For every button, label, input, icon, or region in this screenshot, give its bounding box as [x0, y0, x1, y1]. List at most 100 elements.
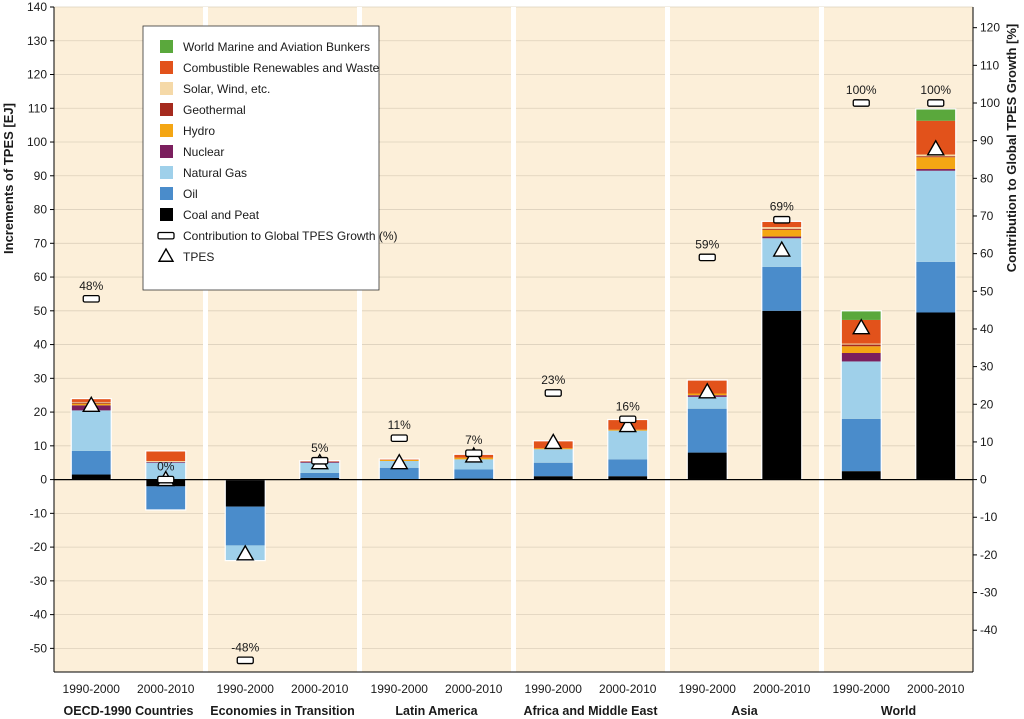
contribution-marker	[544, 389, 562, 397]
y-tick-label: 60	[34, 270, 48, 284]
markers: 48% 0% -48% 5% 11% 7% 23% 16% 59% 69% 100% 100%	[79, 83, 951, 665]
bar-segment-oil	[841, 418, 882, 472]
legend-label-renew: Combustible Renewables and Waste	[183, 61, 380, 75]
bar-segment-oil	[915, 261, 956, 313]
bar-segment-geothermal	[761, 228, 802, 230]
bar-segment-coal	[841, 471, 882, 480]
bar-segment-solar	[761, 227, 802, 229]
legend-label-hydro: Hydro	[183, 124, 215, 138]
y-tick-label: 120	[27, 68, 47, 82]
legend-swatch-bunkers	[160, 40, 173, 53]
legend-swatch-hydro	[160, 124, 173, 137]
y-tick-label: 80	[34, 203, 48, 217]
region-label: World	[881, 704, 916, 718]
y2-tick-label: 20	[980, 397, 994, 411]
bar-segment-oil	[379, 467, 420, 480]
bar-segment-coal	[71, 474, 112, 480]
contribution-label: 5%	[311, 441, 329, 455]
bar-outline	[145, 450, 187, 511]
bar-segment-bunkers	[841, 310, 882, 320]
contribution-label: 59%	[695, 237, 719, 251]
tpes-marker	[698, 382, 717, 399]
y2-tick-label: 110	[980, 58, 999, 72]
axes: 1401301201101009080706050403020100-10-20…	[1, 0, 1019, 673]
bar-segment-coal	[687, 452, 728, 480]
bar-segment-geothermal	[841, 344, 882, 347]
contribution-label: 23%	[541, 373, 565, 387]
y2-tick-label: 120	[980, 21, 1000, 35]
panel-separator	[203, 7, 208, 672]
y2-tick-label: 80	[980, 171, 994, 185]
contribution-label: 11%	[388, 418, 411, 432]
legend: World Marine and Aviation Bunkers Combust…	[142, 25, 398, 291]
bar-segment-hydro	[915, 157, 956, 170]
bar-segment-gas	[453, 459, 494, 470]
contribution-marker	[465, 449, 483, 458]
bar-segment-coal	[225, 479, 266, 507]
contribution-marker	[157, 475, 175, 484]
contribution-marker	[619, 415, 637, 424]
y2-tick-label: 0	[980, 473, 987, 487]
period-label: 1990-2000	[525, 682, 583, 696]
bar-segment-coal	[915, 312, 956, 480]
legend-swatch-renew	[160, 61, 173, 74]
contribution-marker	[236, 656, 254, 665]
contribution-label: 100%	[846, 83, 877, 97]
legend-box	[142, 25, 380, 291]
bar-segment-renew	[145, 450, 186, 462]
y2-tick-label: 90	[980, 134, 994, 148]
tpes-marker	[772, 240, 791, 257]
y-tick-label: 100	[27, 135, 47, 149]
panel-separator	[511, 7, 516, 672]
bar-segment-renew	[761, 221, 802, 228]
tpes-marker	[618, 416, 637, 433]
contribution-marker	[773, 215, 791, 224]
bar-segment-nuclear	[915, 169, 956, 171]
tpes-marker	[926, 139, 945, 156]
period-label: 2000-2010	[599, 682, 657, 696]
y2-tick-label: 10	[980, 435, 994, 449]
bar-segment-coal	[761, 310, 802, 480]
bar-segment-oil	[145, 486, 186, 510]
legend-label-oil: Oil	[183, 187, 198, 201]
bar-segment-oil	[299, 472, 340, 478]
contribution-marker	[927, 99, 945, 107]
y-tick-label: 70	[34, 236, 48, 250]
period-label: 2000-2010	[907, 682, 965, 696]
bar-segment-oil	[453, 469, 494, 479]
legend-label-gas: Natural Gas	[183, 166, 247, 180]
category-labels: 1990-2000 2000-2010 OECD-1990 Countries 199…	[63, 682, 965, 718]
region-label: Asia	[731, 704, 758, 718]
tpes-marker	[852, 318, 871, 335]
tpes-marker	[544, 433, 563, 450]
contribution-label: 100%	[920, 83, 951, 97]
region-label: Latin America	[395, 704, 478, 718]
legend-swatch-geothermal	[160, 103, 173, 116]
y2-axis-title: Contribution to Global TPES Growth [%]	[1004, 24, 1019, 272]
bar-segment-gas	[841, 361, 882, 419]
period-label: 2000-2010	[291, 682, 349, 696]
contribution-label: 16%	[616, 399, 640, 413]
legend-swatch-gas	[160, 166, 173, 179]
y2-tick-label: -30	[980, 586, 998, 600]
contribution-label: 69%	[770, 200, 794, 214]
y2-tick-label: 100	[980, 96, 1000, 110]
panel-separator	[819, 7, 824, 672]
y-tick-label: 50	[34, 304, 48, 318]
legend-swatch-solar	[160, 82, 173, 95]
bar-segment-bunkers	[915, 108, 956, 121]
y2-tick-label: 70	[980, 209, 994, 223]
panel-2	[362, 7, 511, 672]
y-tick-label: 0	[40, 473, 47, 487]
legend-label-geothermal: Geothermal	[183, 103, 246, 117]
bar-segment-oil	[71, 450, 112, 475]
y-tick-label: 140	[27, 0, 47, 14]
bar-segment-oil	[225, 506, 266, 546]
bar-segment-solar	[841, 343, 882, 345]
y-tick-label: -20	[30, 540, 48, 554]
contribution-marker	[698, 253, 716, 262]
y2-tick-label: 60	[980, 247, 994, 261]
y2-tick-label: 30	[980, 360, 994, 374]
bar-segment-gas	[533, 449, 574, 463]
bar-segment-gas	[915, 170, 956, 262]
